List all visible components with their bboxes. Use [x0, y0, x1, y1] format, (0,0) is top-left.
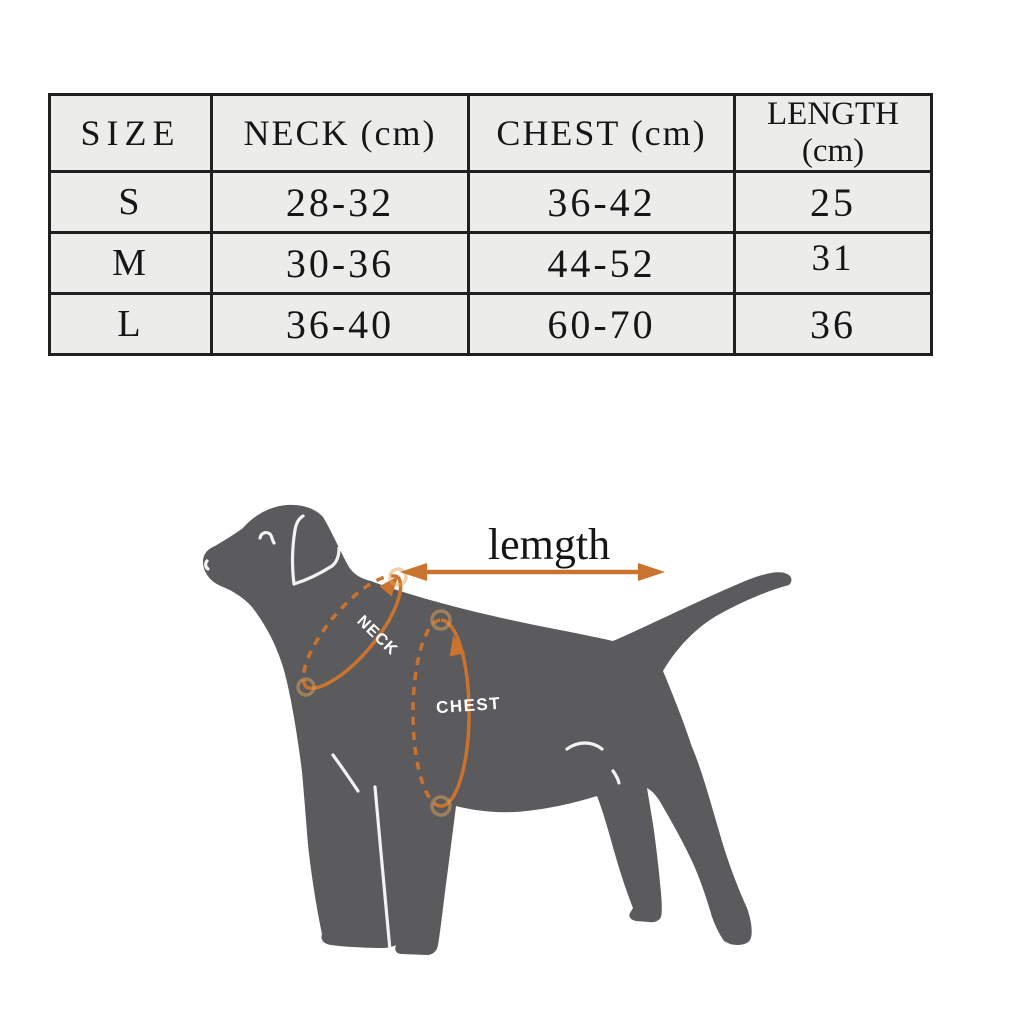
length-label: lemgth: [488, 520, 610, 569]
neck-highlight-ring: [296, 677, 316, 697]
neck-ellipse-dashed-arc: [301, 574, 399, 689]
thigh-arc-line: [565, 741, 604, 751]
ear-outline-line: [291, 514, 341, 586]
neck-cell: 30-36: [210, 231, 470, 295]
chest-cell: 44-52: [467, 231, 736, 295]
neck-highlight-ring: [388, 567, 408, 587]
table-row-m: M 30-36 44-52 31: [48, 231, 933, 295]
chest-ellipse-solid-arc: [440, 618, 471, 808]
chest-highlight-ring: [430, 795, 452, 817]
neck-cell: 36-40: [210, 292, 470, 356]
dog-silhouette: [202, 504, 792, 955]
length-cell: 25: [733, 170, 933, 234]
neck-arrowhead-icon: [379, 576, 399, 597]
eye-line: [258, 531, 276, 545]
col-header-chest: CHEST (cm): [467, 93, 736, 173]
neck-cell: 28-32: [210, 170, 470, 234]
chest-arrowhead-icon: [449, 635, 466, 657]
right-arrowhead-icon: [638, 563, 665, 581]
chest-ellipse-dashed-arc: [411, 618, 442, 808]
front-leg-divider-line: [373, 785, 392, 952]
col-header-neck: NECK (cm): [210, 93, 470, 173]
size-cell: S: [48, 170, 213, 234]
size-cell: L: [48, 292, 213, 356]
table-row-l: L 36-40 60-70 36: [48, 292, 933, 356]
chest-measure-ellipse: [411, 609, 471, 817]
dog-white-detail-lines: [204, 514, 621, 952]
chest-label: CHEST: [435, 694, 501, 717]
thigh-tick-line: [611, 769, 621, 785]
length-cell: 31: [733, 231, 933, 295]
neck-ellipse-solid-arc: [305, 575, 403, 690]
chest-highlight-ring: [430, 609, 452, 631]
size-cell: M: [48, 231, 213, 295]
length-cell: 36: [733, 292, 933, 356]
chest-cell: 36-42: [467, 170, 736, 234]
table-row-s: S 28-32 36-42 25: [48, 170, 933, 234]
nostril-line: [204, 559, 210, 571]
col-header-size: SIZE: [48, 93, 213, 173]
left-arrowhead-icon: [400, 563, 427, 581]
length-arrow: lemgth: [400, 520, 665, 581]
col-header-length: LENGTH (cm): [733, 93, 933, 173]
header-row: SIZE NECK (cm) CHEST (cm) LENGTH (cm): [48, 93, 933, 173]
neck-measure-ellipse: [296, 567, 408, 697]
shoulder-line: [331, 753, 360, 793]
chest-cell: 60-70: [467, 292, 736, 356]
length-value: 31: [811, 237, 855, 279]
size-chart-table: SIZE NECK (cm) CHEST (cm) LENGTH (cm) S …: [48, 93, 933, 356]
